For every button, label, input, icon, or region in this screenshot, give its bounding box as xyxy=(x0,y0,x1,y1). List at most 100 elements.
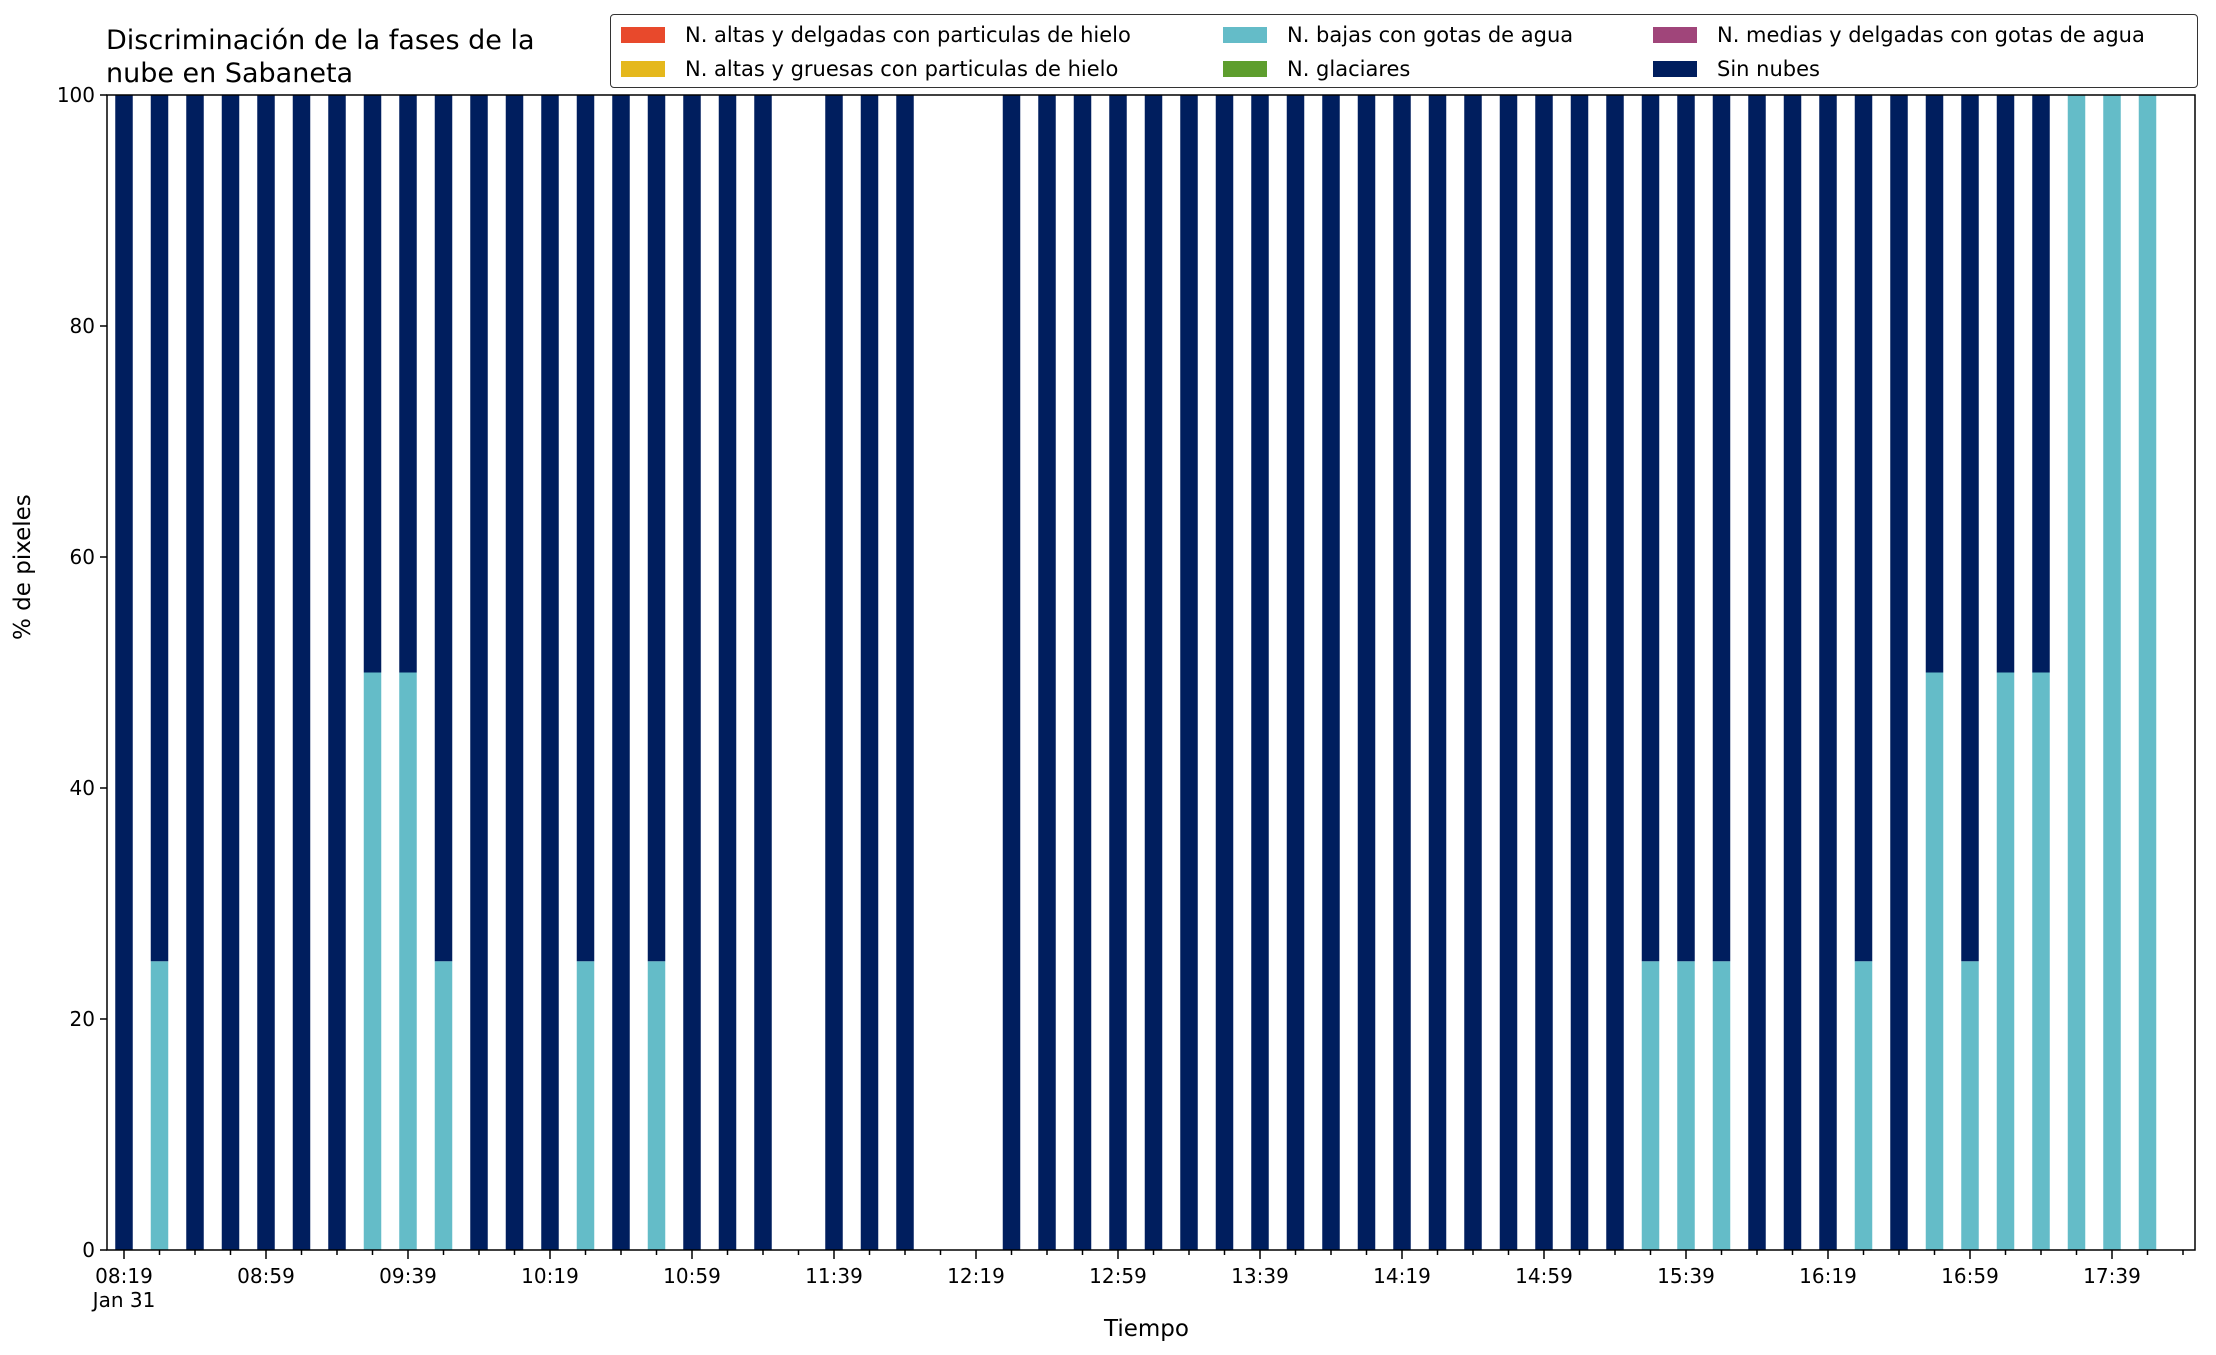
legend-label: Sin nubes xyxy=(1717,57,1820,81)
legend-label: N. glaciares xyxy=(1287,57,1411,81)
bar-segment xyxy=(399,95,417,673)
x-tick-label: 12:19 xyxy=(947,1264,1005,1288)
legend-swatch xyxy=(621,61,665,77)
bar-segment xyxy=(257,95,275,1250)
bar-segment xyxy=(1925,95,1944,673)
bar-segment xyxy=(683,95,701,1250)
bar-segment xyxy=(434,95,453,962)
bar-segment xyxy=(1854,95,1873,962)
bar-segment xyxy=(1677,961,1695,1250)
x-tick-label: 15:39 xyxy=(1657,1264,1715,1288)
bar-segment xyxy=(860,95,879,1250)
bar-segment xyxy=(541,95,559,1250)
bar-segment xyxy=(292,95,311,1250)
y-axis-label: % de pixeles xyxy=(10,494,36,640)
bar-segment xyxy=(328,95,346,1250)
y-tick-label: 100 xyxy=(57,83,95,107)
bar-segment xyxy=(1712,961,1731,1250)
y-tick-label: 0 xyxy=(82,1238,95,1262)
bar-segment xyxy=(2067,95,2086,1250)
bar-segment xyxy=(1215,95,1234,1250)
legend-label: N. altas y gruesas con particulas de hie… xyxy=(685,57,1119,81)
bar-segment xyxy=(1890,95,1908,1250)
bar-segment xyxy=(1712,95,1731,962)
bar-segment xyxy=(1428,95,1447,1250)
legend-swatch xyxy=(1223,27,1267,43)
x-tick-label: 08:59 xyxy=(237,1264,295,1288)
bar-segment xyxy=(1499,95,1518,1250)
bar-segment xyxy=(1961,961,1979,1250)
bar-segment xyxy=(1570,95,1589,1250)
bar-segment xyxy=(1535,95,1553,1250)
bar-segment xyxy=(150,961,169,1250)
x-tick-label: 14:59 xyxy=(1515,1264,1573,1288)
bar-segment xyxy=(647,95,666,962)
bar-segment xyxy=(186,95,204,1250)
legend-swatch xyxy=(1223,61,1267,77)
bar-segment xyxy=(576,95,595,962)
x-tick-label: 09:39 xyxy=(379,1264,437,1288)
bar-segment xyxy=(825,95,843,1250)
bar-segment xyxy=(1357,95,1376,1250)
bar-segment xyxy=(470,95,488,1250)
bar-segment xyxy=(1606,95,1624,1250)
y-tick-label: 40 xyxy=(70,776,95,800)
bar-segment xyxy=(718,95,737,1250)
bar-segment xyxy=(1961,95,1979,962)
bar-segment xyxy=(1038,95,1056,1250)
bar-segment xyxy=(1109,95,1127,1250)
legend-swatch xyxy=(1653,61,1697,77)
legend-item: N. medias y delgadas con gotas de agua xyxy=(1653,20,2145,50)
x-tick-label: 13:39 xyxy=(1231,1264,1289,1288)
y-tick-label: 80 xyxy=(70,314,95,338)
y-tick-label: 60 xyxy=(70,545,95,569)
bar-segment xyxy=(150,95,169,962)
bar-segment xyxy=(2138,95,2157,1250)
legend-label: N. bajas con gotas de agua xyxy=(1287,23,1574,47)
bar-segment xyxy=(1073,95,1092,1250)
bar-segment xyxy=(2032,672,2050,1250)
bar-segment xyxy=(1251,95,1269,1250)
bar-segment xyxy=(1783,95,1802,1250)
legend-swatch xyxy=(1653,27,1697,43)
x-tick-label: 11:39 xyxy=(805,1264,863,1288)
legend-item: Sin nubes xyxy=(1653,54,1820,84)
bar-segment xyxy=(1854,961,1873,1250)
legend-label: N. altas y delgadas con particulas de hi… xyxy=(685,23,1131,47)
legend-item: N. altas y delgadas con particulas de hi… xyxy=(621,20,1131,50)
bar-segment xyxy=(1819,95,1837,1250)
bar-segment xyxy=(1641,95,1660,962)
bar-segment xyxy=(1286,95,1305,1250)
bar-segment xyxy=(896,95,914,1250)
bar-segment xyxy=(1144,95,1163,1250)
bar-segment xyxy=(647,961,666,1250)
y-tick-label: 20 xyxy=(70,1007,95,1031)
legend-item: N. altas y gruesas con particulas de hie… xyxy=(621,54,1118,84)
x-tick-label: 17:39 xyxy=(2083,1264,2141,1288)
x-tick-label: 10:19 xyxy=(521,1264,579,1288)
x-tick-label: Jan 31 xyxy=(91,1288,156,1312)
bar-segment xyxy=(1002,95,1021,1250)
plot-frame xyxy=(106,94,2196,1251)
bar-segment xyxy=(1180,95,1198,1250)
bar-segment xyxy=(612,95,630,1250)
bar-segment xyxy=(1996,95,2015,673)
x-tick-label: 10:59 xyxy=(663,1264,721,1288)
bar-segment xyxy=(1996,672,2015,1250)
legend-item: N. bajas con gotas de agua xyxy=(1223,20,1573,50)
x-tick-label: 12:59 xyxy=(1089,1264,1147,1288)
legend-label: N. medias y delgadas con gotas de agua xyxy=(1717,23,2145,47)
bar-segment xyxy=(1322,95,1340,1250)
bar-segment xyxy=(399,672,417,1250)
bar-segment xyxy=(363,672,382,1250)
x-axis-label: Tiempo xyxy=(1104,1316,1189,1342)
bar-segment xyxy=(2103,95,2121,1250)
bar-segment xyxy=(363,95,382,673)
bar-segment xyxy=(754,95,772,1250)
x-tick-label: 14:19 xyxy=(1373,1264,1431,1288)
x-tick-label: 16:19 xyxy=(1799,1264,1857,1288)
bar-segment xyxy=(1641,961,1660,1250)
bar-segment xyxy=(1464,95,1482,1250)
bar-segment xyxy=(1677,95,1695,962)
